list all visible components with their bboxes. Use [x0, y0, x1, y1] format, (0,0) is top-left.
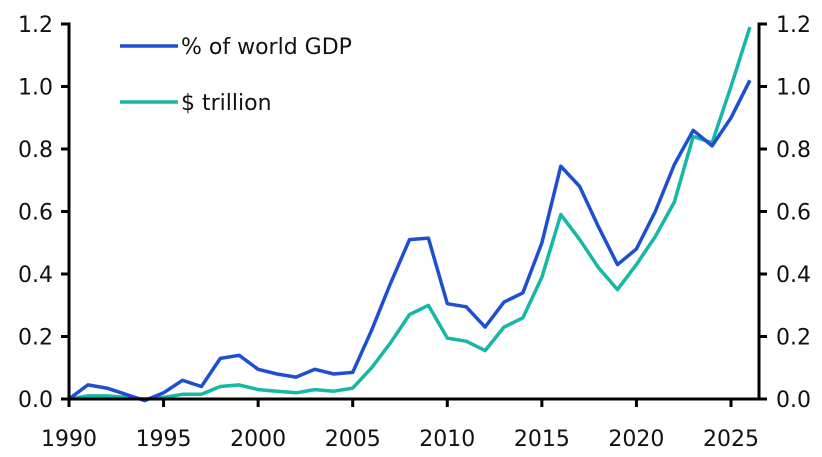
- x-tick-label: 2025: [703, 427, 759, 452]
- y-tick-label-right: 0.2: [776, 326, 811, 351]
- y-tick-label-right: 0.8: [776, 138, 811, 163]
- legend: % of world GDP $ trillion: [120, 35, 352, 116]
- x-tick-label: 2010: [419, 427, 475, 452]
- y-tick-label-right: 0.6: [776, 201, 811, 226]
- legend-label-pct-world-gdp: % of world GDP: [181, 35, 352, 60]
- y-tick-label-left: 1.2: [18, 13, 53, 38]
- series-line-0: [69, 80, 750, 400]
- x-tick-label: 1995: [136, 427, 192, 452]
- x-tick-label: 2000: [230, 427, 286, 452]
- x-tick-label: 2005: [325, 427, 381, 452]
- x-tick-label: 2020: [608, 427, 664, 452]
- y-tick-label-right: 0.0: [776, 388, 811, 413]
- legend-label-usd-trillion: $ trillion: [181, 91, 272, 116]
- axes-layer: 0.0 0.2 0.4 0.6 0.8 1.0 1.2 0.0 0.2 0.4 0.6 0.8 1.0 1…: [18, 13, 811, 452]
- y-tick-label-left: 1.0: [18, 76, 53, 101]
- y-tick-label-left: 0.4: [18, 263, 53, 288]
- series-line-1: [69, 27, 750, 399]
- series-layer: [69, 27, 750, 401]
- y-tick-label-left: 0.2: [18, 326, 53, 351]
- y-tick-label-right: 0.4: [776, 263, 811, 288]
- y-tick-label-right: 1.0: [776, 76, 811, 101]
- y-tick-label-right: 1.2: [776, 13, 811, 38]
- y-tick-label-left: 0.0: [18, 388, 53, 413]
- x-tick-label: 1990: [41, 427, 97, 452]
- x-tick-label: 2015: [514, 427, 570, 452]
- y-tick-label-left: 0.8: [18, 138, 53, 163]
- y-tick-label-left: 0.6: [18, 201, 53, 226]
